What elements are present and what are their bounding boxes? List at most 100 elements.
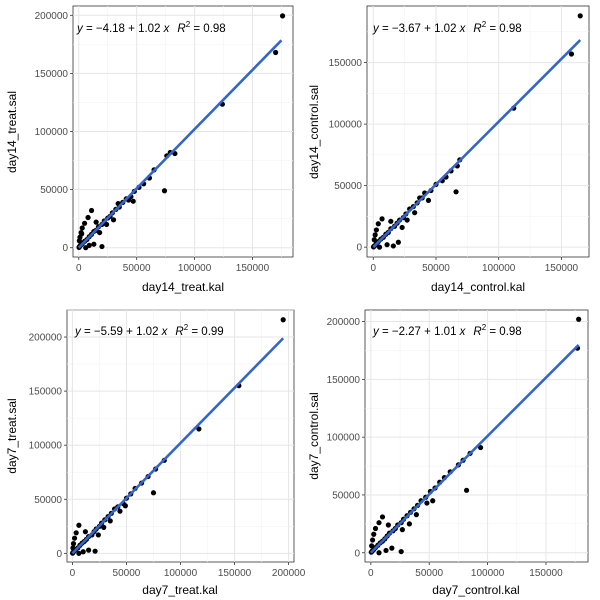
data-point [577,13,583,19]
data-point [85,214,91,221]
x-tick-label: 0 [370,263,376,274]
x-axis-ticks: 0 50000 100000 150000 [368,562,563,579]
data-point [103,221,110,228]
x-axis-title: day14_control.kal [431,280,525,294]
y-axis-ticks: 0 50000 100000 150000 [329,58,367,254]
data-point [398,548,404,555]
data-point [150,490,157,496]
regression-line [71,337,285,555]
y-tick-label: 50000 [34,495,62,506]
data-point [76,238,82,244]
data-point [379,514,386,520]
panel-day14-treat: 0 50000 100000 150000 0 50000 100000 150000 200… [5,5,294,294]
data-point [280,317,286,323]
data-point [92,548,98,554]
x-axis-ticks: 0 50000 100000 150000 200000 [70,562,306,579]
data-point [88,207,95,214]
data-point [81,220,88,226]
panel-day7-treat: 0 50000 100000 150000 200000 0 50000 100000 150… [5,309,306,597]
data-point [70,545,76,551]
y-tick-label: 0 [356,243,362,254]
y-tick-label: 200000 [29,333,63,344]
data-point [399,224,405,231]
y-tick-label: 200000 [35,11,69,22]
x-tick-label: 150000 [529,568,563,579]
regression-equation: y = −5.59 + 1.02 x R2 = 0.99 [74,323,224,338]
gridlines [367,6,589,257]
data-point [117,508,123,514]
y-tick-label: 50000 [332,490,360,501]
x-tick-label: 100000 [471,568,505,579]
y-axis-title: day14_control.sal [307,85,321,179]
data-point [404,217,410,223]
data-point [576,316,582,322]
data-point [383,547,389,554]
x-axis-title: day7_control.kal [432,583,519,597]
data-point [369,543,375,549]
fit-line [77,39,283,249]
x-tick-label: 150000 [236,263,270,274]
data-point [196,426,202,432]
x-tick-label: 50000 [422,263,450,274]
data-point [412,210,418,216]
fit-line [372,39,582,249]
data-point [430,498,436,504]
data-point [79,225,85,231]
y-tick-label: 200000 [327,317,361,328]
y-axis-title: day14_treat.sal [5,91,19,173]
y-tick-label: 100000 [329,120,363,131]
x-axis-title: day7_treat.kal [142,583,217,597]
data-point [279,13,286,19]
data-point [568,51,575,57]
data-point [80,549,86,555]
y-tick-label: 100000 [35,127,69,138]
data-point [379,216,385,222]
data-point [477,444,484,451]
data-point [406,521,412,527]
x-tick-label: 50000 [113,568,141,579]
data-point [371,237,377,243]
data-point [413,512,419,518]
regression-line [372,39,582,249]
y-axis-ticks: 0 50000 100000 150000 200000 [35,11,73,254]
x-tick-label: 0 [368,568,374,579]
data-point [76,550,82,556]
data-point [79,231,85,237]
y-tick-label: 100000 [29,441,63,452]
data-point [371,531,377,537]
regression-line [77,39,283,249]
y-tick-label: 150000 [329,58,363,69]
y-tick-label: 100000 [327,433,361,444]
data-point [99,243,105,250]
data-point [161,188,168,194]
regression-equation: y = −4.18 + 1.02 x R2 = 0.98 [76,20,226,35]
y-tick-label: 50000 [334,181,362,192]
x-tick-label: 100000 [482,263,516,274]
data-point [376,244,383,250]
data-point [273,49,279,56]
y-axis-ticks: 0 50000 100000 150000 200000 [327,317,365,559]
fit-line [71,337,285,555]
data-point [73,530,79,536]
x-axis-title: day14_treat.kal [142,280,224,294]
panel-day7-control: 0 50000 100000 150000 0 50000 100000 150000 200… [307,309,589,597]
data-point [71,535,78,541]
data-point [384,242,390,248]
data-point [424,500,430,506]
y-tick-label: 0 [354,548,360,559]
data-point [82,529,88,535]
data-point [369,537,376,543]
data-point [97,229,103,236]
y-axis-title: day7_treat.sal [5,398,19,473]
x-axis-ticks: 0 50000 100000 150000 [370,257,579,274]
data-point [425,197,432,204]
y-tick-label: 50000 [40,185,68,196]
regression-equation: y = −2.27 + 1.01 x R2 = 0.98 [372,323,522,338]
regression-equation: y = −3.67 + 1.02 x R2 = 0.98 [372,20,522,35]
y-tick-label: 0 [62,243,68,254]
data-point [376,520,382,526]
x-axis-ticks: 0 50000 100000 150000 [76,257,270,274]
x-tick-label: 150000 [218,568,252,579]
gridlines [73,6,293,257]
